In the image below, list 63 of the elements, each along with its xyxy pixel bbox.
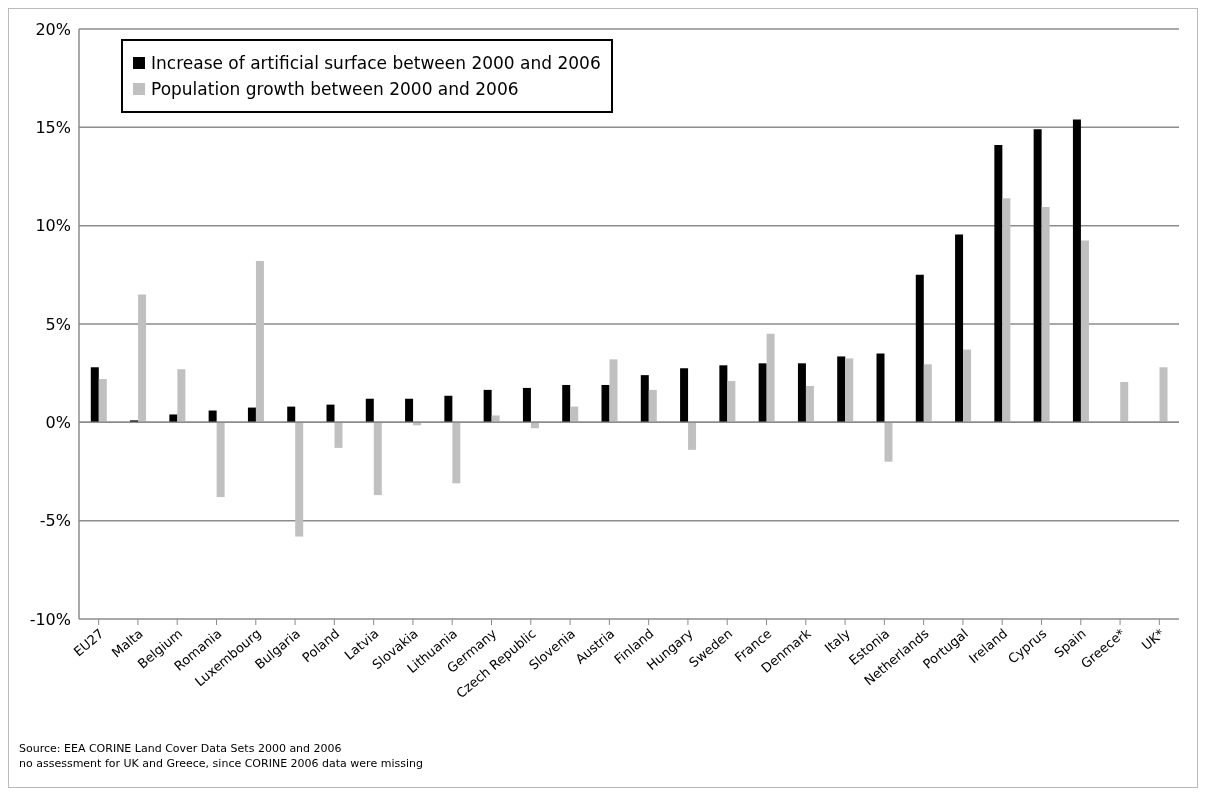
y-tick-label: 15%: [35, 118, 71, 138]
bar: [876, 353, 885, 423]
bar: [601, 384, 610, 423]
text: no assessment for UK and Greece, since CORINE 2006 data were missing: [19, 756, 423, 771]
legend-label: Population growth between 2000 and 2006: [151, 79, 519, 99]
bar: [1159, 367, 1168, 423]
x-tick-label: UK*: [1138, 625, 1168, 654]
bar: [719, 365, 728, 423]
bar: [326, 404, 335, 423]
bar: [688, 422, 697, 450]
bar: [491, 415, 500, 423]
bar: [805, 385, 814, 423]
bar: [90, 367, 99, 423]
bar: [915, 274, 924, 423]
bar: [295, 422, 304, 537]
bar: [1041, 206, 1050, 423]
bar: [208, 410, 217, 423]
y-tick-label: 0%: [45, 413, 71, 433]
bar: [452, 422, 461, 484]
bar: [216, 422, 225, 498]
bar: [98, 379, 107, 423]
bar: [1120, 382, 1129, 423]
y-tick-label: 20%: [35, 19, 71, 39]
bar: [255, 261, 264, 423]
y-tick-label: 10%: [35, 216, 71, 236]
bar: [522, 387, 531, 423]
bar: [758, 363, 767, 423]
bar: [845, 358, 854, 423]
bar: [1033, 129, 1042, 423]
y-tick-label: -10%: [29, 609, 71, 629]
bar: [640, 375, 649, 423]
bar: [334, 422, 343, 448]
bar: [648, 389, 657, 423]
bar: [405, 398, 414, 423]
bar: [247, 407, 256, 423]
source-note: Source: EEA CORINE Land Cover Data Sets 2000 and 2006: [19, 741, 343, 756]
bar: [680, 368, 689, 423]
bar: [1080, 240, 1089, 423]
bar: [1072, 119, 1081, 423]
bar: [365, 398, 374, 423]
bar: [994, 145, 1003, 423]
bar: [373, 422, 382, 496]
bar: [287, 406, 296, 423]
bar: [609, 359, 618, 423]
bar: [177, 369, 186, 423]
bar: [963, 349, 972, 423]
bar: [797, 363, 806, 423]
bar: [444, 395, 453, 423]
bar: [483, 389, 492, 423]
bar: [169, 414, 178, 423]
bar: [138, 294, 147, 423]
bar: [955, 234, 964, 423]
bar: [837, 356, 846, 423]
bar: [766, 333, 775, 423]
legend-label: Increase of artificial surface between 2000 and 2006: [151, 53, 601, 73]
bar: [570, 406, 579, 423]
y-tick-label: 5%: [45, 314, 71, 334]
bar: [884, 422, 893, 462]
y-tick-label: -5%: [39, 511, 71, 531]
bar: [562, 384, 571, 423]
bar: [727, 381, 736, 423]
bar: [1002, 198, 1011, 423]
bar: [923, 364, 932, 423]
